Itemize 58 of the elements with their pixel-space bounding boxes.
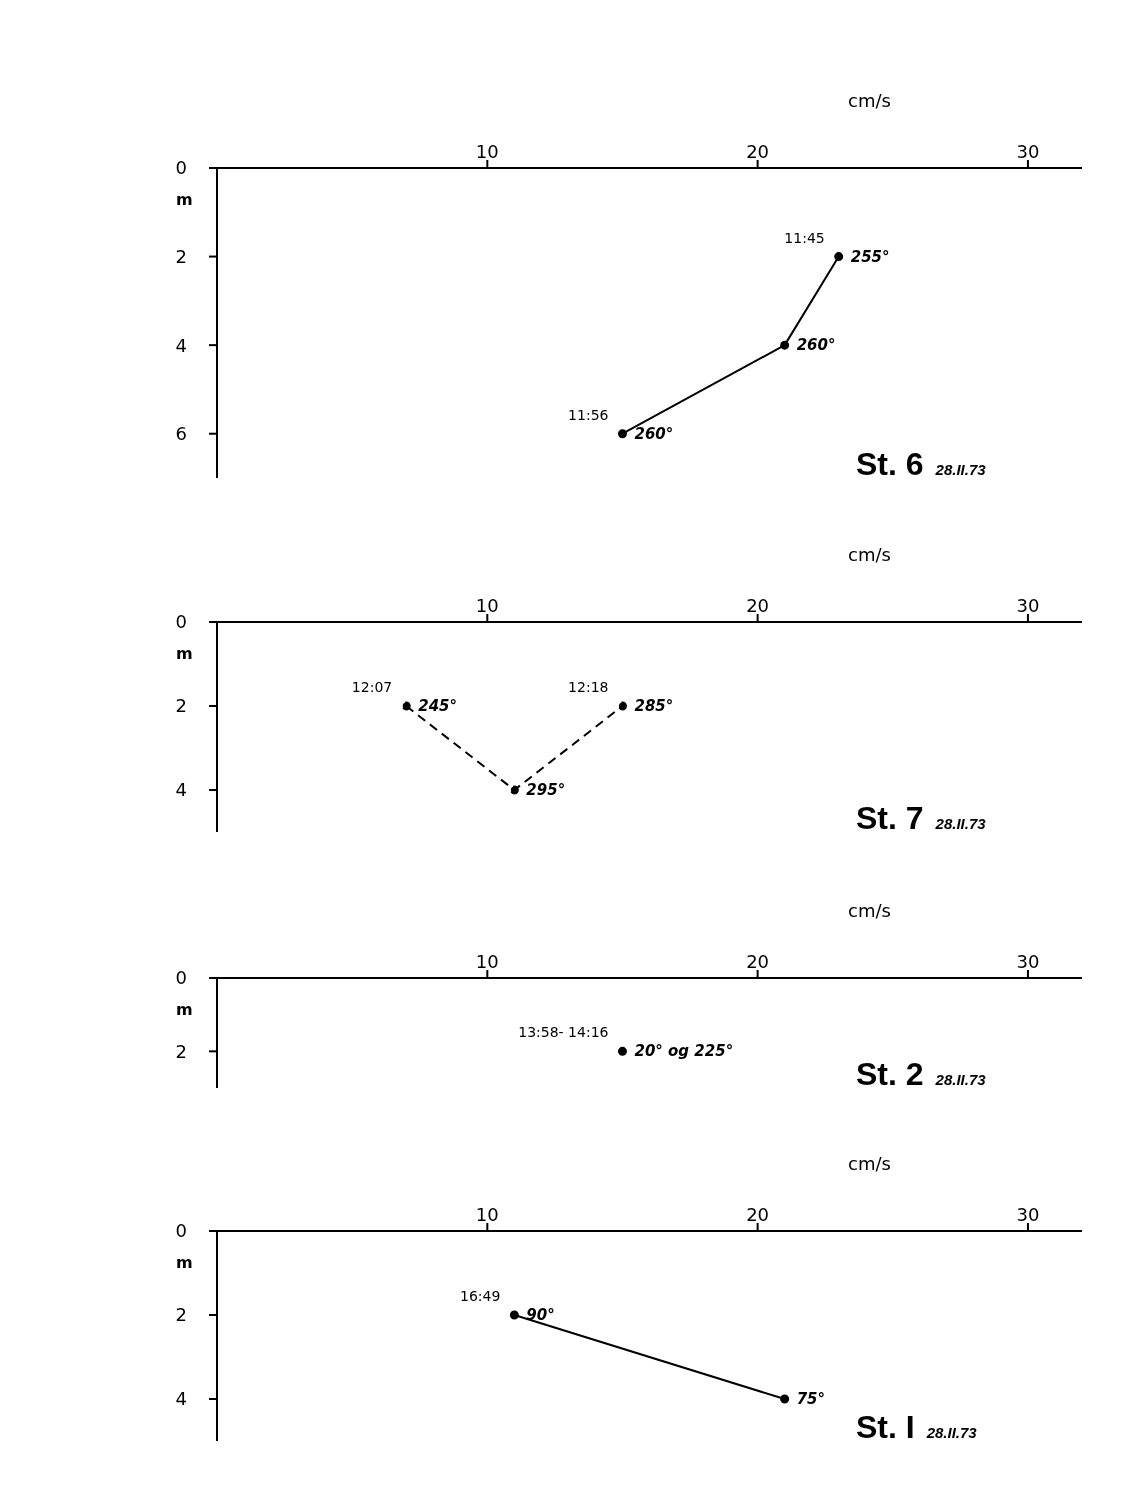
x-tick-label: 10 [475, 141, 499, 162]
x-axis-title: cm/s [848, 90, 891, 111]
y-tick-label: 0 [175, 1220, 187, 1242]
y-tick-label: 0 [175, 157, 187, 179]
y-tick-label: 0 [175, 611, 187, 633]
x-tick-label: 30 [1016, 951, 1040, 972]
text: 28.II.73 [935, 461, 986, 478]
text: St. 7 [856, 800, 924, 836]
text: St. I [856, 1409, 915, 1445]
x-tick-label: 10 [475, 595, 499, 616]
text: 28.II.73 [935, 815, 986, 832]
y-axis-title: m [176, 1000, 193, 1019]
annotation: 245° [418, 697, 458, 715]
annotation: 11:45 [784, 229, 825, 246]
x-axis-title: cm/s [848, 900, 891, 921]
y-tick-label: 2 [175, 245, 187, 267]
annotation: 285° [634, 697, 674, 715]
point [780, 340, 790, 350]
text: 28.II.73 [935, 1071, 986, 1088]
y-tick-label: 4 [175, 779, 187, 801]
y-tick-label: 4 [175, 334, 187, 356]
annotation: 260° [796, 336, 836, 355]
y-axis-title: m [176, 190, 193, 209]
point [834, 252, 844, 262]
y-tick-label: 2 [175, 695, 187, 717]
annotation: 16:49 [459, 1288, 501, 1304]
text: St. 6 [856, 446, 924, 482]
text: 28.II.73 [926, 1424, 977, 1441]
annotation: 12:18 [568, 679, 609, 695]
x-axis-title: cm/s [848, 544, 891, 565]
x-tick-label: 10 [475, 1204, 499, 1225]
annotation: 75° [796, 1390, 826, 1408]
x-tick-label: 20 [746, 1204, 770, 1225]
x-tick-label: 20 [746, 141, 770, 162]
x-tick-label: 20 [746, 951, 770, 972]
y-tick-label: 2 [175, 1304, 187, 1326]
annotation: 255° [850, 247, 890, 266]
y-axis-title: m [176, 1253, 193, 1272]
annotation: 13:58- 14:16 [518, 1024, 609, 1041]
x-tick-label: 10 [475, 951, 499, 972]
y-tick-label: 2 [175, 1040, 187, 1062]
x-tick-label: 30 [1016, 595, 1040, 616]
point [617, 429, 627, 439]
x-tick-label: 20 [746, 595, 770, 616]
y-tick-label: 0 [175, 967, 187, 989]
annotation: 20° og 225° [634, 1042, 734, 1061]
annotation: 90° [526, 1306, 555, 1324]
y-axis-title: m [176, 644, 193, 663]
x-tick-label: 30 [1016, 1204, 1040, 1225]
x-tick-label: 30 [1016, 141, 1040, 162]
y-tick-label: 6 [175, 423, 187, 445]
x-axis-title: cm/s [848, 1153, 891, 1174]
annotation: 260° [634, 424, 674, 443]
annotation: 12:07 [351, 679, 393, 695]
y-tick-label: 4 [175, 1388, 187, 1410]
text: St. 2 [856, 1056, 924, 1092]
annotation: 11:56 [568, 406, 609, 423]
annotation: 295° [526, 781, 566, 799]
